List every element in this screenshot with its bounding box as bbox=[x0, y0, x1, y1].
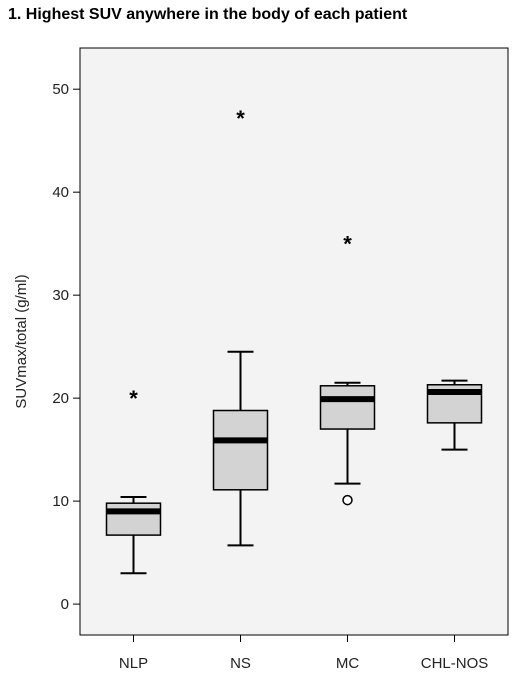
y-axis: 0 10 20 30 40 50 bbox=[52, 81, 80, 613]
x-tick-label: NS bbox=[230, 655, 251, 672]
chart-title: 1. Highest SUV anywhere in the body of e… bbox=[8, 6, 408, 23]
extreme-outlier-marker: * bbox=[129, 386, 138, 411]
y-tick-label: 30 bbox=[52, 287, 69, 304]
extreme-outlier-marker: * bbox=[343, 232, 352, 257]
y-tick-label: 20 bbox=[52, 390, 69, 407]
x-tick-label: MC bbox=[336, 655, 359, 672]
x-axis: NLP NS MC CHL-NOS bbox=[119, 635, 488, 672]
plot-area bbox=[79, 47, 509, 636]
y-tick-label: 50 bbox=[52, 81, 69, 98]
x-tick-label: NLP bbox=[119, 655, 148, 672]
box-ns: * bbox=[212, 106, 269, 547]
y-tick-label: 0 bbox=[61, 596, 69, 613]
iqr-box bbox=[212, 409, 269, 491]
boxes-layer: * * * bbox=[105, 106, 483, 575]
box-nlp: * bbox=[105, 386, 162, 575]
iqr-box bbox=[105, 502, 162, 536]
x-tick-label: CHL-NOS bbox=[421, 655, 489, 672]
box-chl-nos bbox=[426, 379, 483, 451]
iqr-box bbox=[319, 385, 376, 430]
outlier-marker bbox=[342, 494, 353, 506]
box-mc: * bbox=[319, 232, 376, 506]
y-tick-label: 40 bbox=[52, 184, 69, 201]
y-axis-label: SUVmax/total (g/ml) bbox=[13, 274, 30, 408]
y-tick-label: 10 bbox=[52, 493, 69, 510]
extreme-outlier-marker: * bbox=[236, 106, 245, 131]
